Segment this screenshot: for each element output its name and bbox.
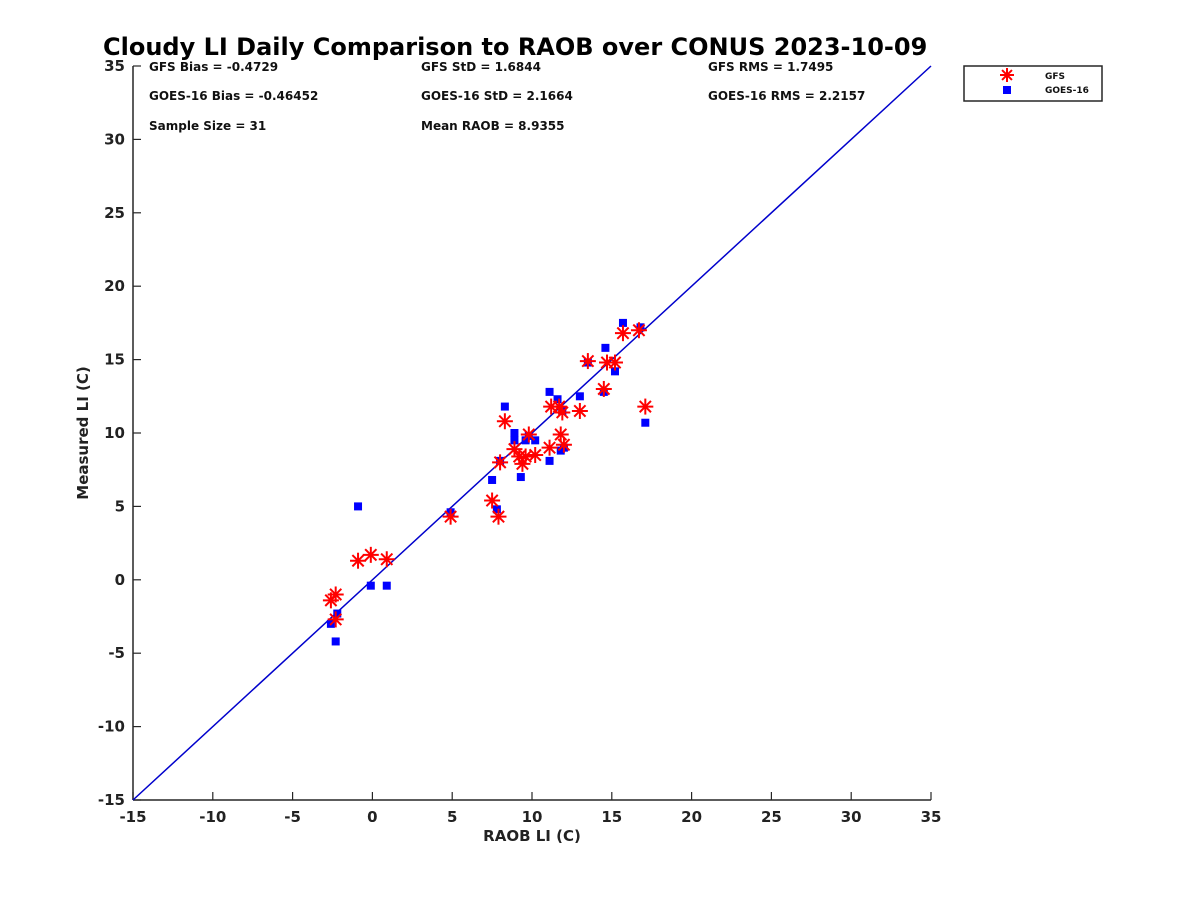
- gfs-point: [579, 353, 596, 370]
- goes-16-point: [531, 436, 540, 445]
- goes-16-point: [510, 436, 519, 445]
- y-tick-label: 0: [115, 571, 125, 589]
- gfs-point: [506, 441, 523, 458]
- goes-16-point: [601, 343, 610, 352]
- y-tick-label: 25: [104, 204, 125, 222]
- goes-16-point: [516, 473, 525, 482]
- goes-16-point: [492, 505, 501, 514]
- legend-box: [963, 65, 1103, 102]
- goes-16-point: [610, 367, 619, 376]
- x-axis-ticks: -15 -10 -5 0 5 10 15 20 25 30 35: [119, 792, 941, 826]
- goes-16-point: [500, 402, 509, 411]
- gfs-point: [606, 354, 623, 371]
- x-tick-label: -5: [284, 808, 301, 826]
- x-tick-label: 0: [367, 808, 377, 826]
- gfs-point: [571, 402, 588, 419]
- sample-size-text: Sample Size = 31: [149, 119, 266, 133]
- gfs-point: [362, 546, 379, 563]
- x-tick-label: -15: [119, 808, 146, 826]
- y-tick-label: -5: [108, 644, 125, 662]
- gfs-point: [554, 404, 571, 421]
- goes-16-point: [521, 436, 530, 445]
- data-points: [322, 318, 654, 646]
- gfs-point: [555, 436, 572, 453]
- gfs-point: [327, 586, 344, 603]
- gfs-point: [490, 508, 507, 525]
- legend: GFS GOES-16: [963, 65, 1103, 102]
- gfs-point: [442, 508, 459, 525]
- x-axis-label: RAOB LI (C): [483, 827, 581, 845]
- x-tick-label: 10: [522, 808, 543, 826]
- gfs-point: [637, 398, 654, 415]
- x-tick-label: 15: [601, 808, 622, 826]
- legend-gfs-marker: [1000, 68, 1014, 82]
- goes-16-point: [545, 456, 554, 465]
- goes-16-point: [382, 581, 391, 590]
- gfs-point: [496, 413, 513, 430]
- legend-gfs-asterisk: [1000, 68, 1014, 82]
- goes-16-point: [354, 502, 363, 511]
- goes-16-point: [553, 395, 562, 404]
- x-tick-label: -10: [199, 808, 226, 826]
- goes-16-point: [618, 318, 627, 327]
- y-tick-label: 10: [104, 424, 125, 442]
- gfs-point: [484, 492, 501, 509]
- gfs-bias-text: GFS Bias = -0.4729: [149, 60, 278, 74]
- gfs-rms-text: GFS RMS = 1.7495: [708, 60, 833, 74]
- goes-16-point: [641, 418, 650, 427]
- gfs-point: [350, 552, 367, 569]
- goes-bias-text: GOES-16 Bias = -0.46452: [149, 89, 318, 103]
- gfs-point: [378, 551, 395, 568]
- goes-16-point: [366, 581, 375, 590]
- legend-goes-label: GOES-16: [1045, 86, 1089, 96]
- goes-16-point: [331, 637, 340, 646]
- goes-16-point: [510, 429, 519, 437]
- goes-std-text: GOES-16 StD = 2.1664: [421, 89, 573, 103]
- gfs-point: [595, 380, 612, 397]
- gfs-point: [614, 325, 631, 342]
- legend-goes-marker: [1003, 86, 1011, 94]
- y-tick-label: 35: [104, 57, 125, 75]
- mean-raob-text: Mean RAOB = 8.9355: [421, 119, 565, 133]
- y-axis-ticks: -15 -10 -5 0 5 10 15 20 25 30 35: [98, 57, 141, 809]
- y-axis-label: Measured LI (C): [74, 366, 92, 499]
- y-tick-label: -10: [98, 718, 125, 736]
- gfs-point: [492, 454, 509, 471]
- gfs-point: [527, 447, 544, 464]
- gfs-point: [552, 426, 569, 443]
- goes-16-point: [575, 392, 584, 401]
- x-tick-label: 20: [681, 808, 702, 826]
- legend-gfs-label: GFS: [1045, 72, 1065, 82]
- y-tick-label: 15: [104, 351, 125, 369]
- x-tick-label: 25: [761, 808, 782, 826]
- goes-16-point: [545, 387, 554, 396]
- goes-16-point: [488, 475, 497, 484]
- x-tick-label: 5: [447, 808, 457, 826]
- y-tick-label: 5: [115, 497, 125, 515]
- goes-rms-text: GOES-16 RMS = 2.2157: [708, 89, 865, 103]
- x-tick-label: 30: [841, 808, 862, 826]
- gfs-point: [630, 322, 647, 339]
- chart-title: Cloudy LI Daily Comparison to RAOB over …: [103, 33, 927, 61]
- gfs-point: [520, 426, 537, 443]
- y-tick-label: 20: [104, 277, 125, 295]
- y-tick-label: -15: [98, 791, 125, 809]
- y-tick-label: 30: [104, 130, 125, 148]
- gfs-point: [541, 439, 558, 456]
- stats-block: GFS Bias = -0.4729 GFS StD = 1.6844 GFS …: [149, 60, 865, 133]
- x-tick-label: 35: [921, 808, 942, 826]
- gfs-std-text: GFS StD = 1.6844: [421, 60, 541, 74]
- gfs-point: [327, 611, 344, 628]
- goes-16-point: [333, 609, 342, 618]
